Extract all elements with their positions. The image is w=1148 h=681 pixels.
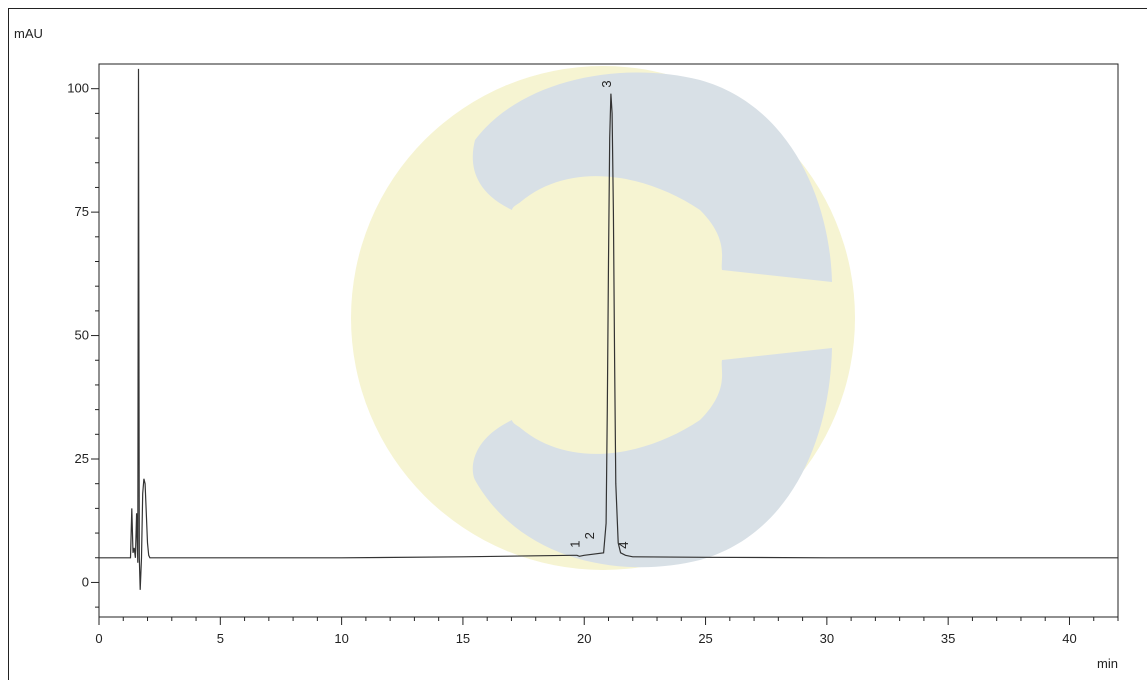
x-tick-label: 0 [95,631,102,646]
x-axis-title: min [1097,656,1118,671]
x-tick-label: 15 [456,631,470,646]
y-tick-label: 25 [75,451,89,466]
y-tick-label: 0 [82,574,89,589]
watermark-logo [351,66,855,570]
y-tick-label: 75 [75,204,89,219]
x-tick-label: 20 [577,631,591,646]
x-tick-label: 25 [698,631,712,646]
y-tick-label: 100 [67,81,89,96]
y-axis-title: mAU [14,26,43,41]
chromatogram-trace [99,68,1118,590]
peak-label: 4 [616,542,631,549]
peak-labels: 12 3 4 [567,80,631,548]
chart-frame [8,8,1147,680]
y-tick-label: 50 [75,328,89,343]
x-axis: 0 5 10 15 20 25 30 35 40 [95,617,1119,646]
peak-label: 1 [567,541,582,548]
x-tick-label: 10 [334,631,348,646]
peak-label: 2 [582,532,597,539]
x-tick-label: 30 [820,631,834,646]
y-axis: 0 25 50 75 100 [67,81,99,608]
x-tick-label: 40 [1062,631,1076,646]
peak-label: 3 [599,80,614,87]
watermark-inner-wedge [512,176,855,454]
x-tick-label: 35 [941,631,955,646]
x-tick-label: 5 [217,631,224,646]
